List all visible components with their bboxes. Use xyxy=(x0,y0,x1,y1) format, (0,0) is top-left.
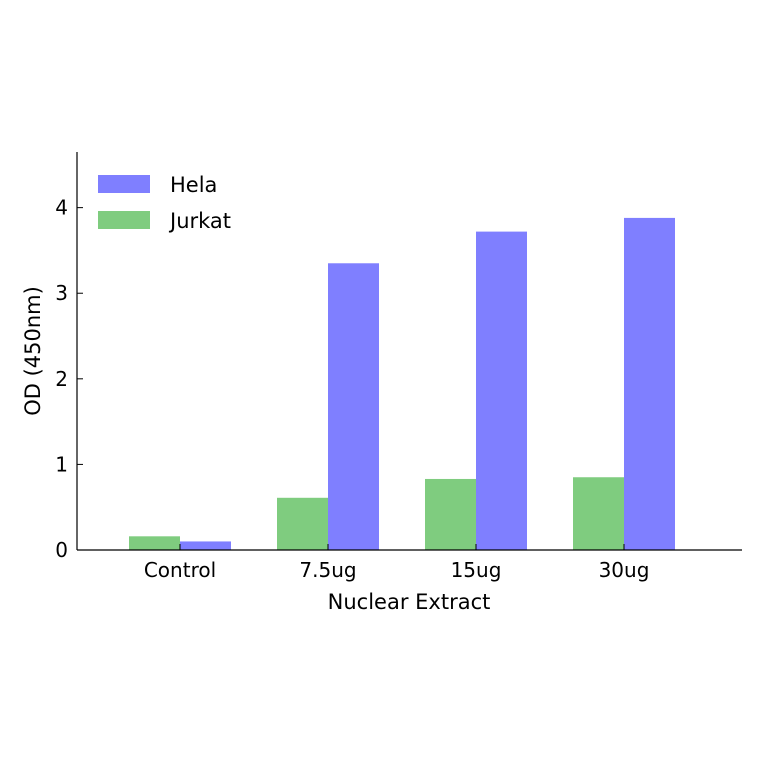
y-tick-label: 4 xyxy=(55,196,68,220)
y-tick-label: 2 xyxy=(55,367,68,391)
legend-label-hela: Hela xyxy=(170,173,217,197)
legend-swatch-hela xyxy=(98,175,150,193)
legend-label-jurkat: Jurkat xyxy=(168,209,231,233)
bar-jurkat-15ug xyxy=(425,478,476,550)
bar-jurkat-7-5ug xyxy=(277,497,328,550)
y-tick-label: 3 xyxy=(55,281,68,305)
bar-hela-30ug xyxy=(624,217,675,550)
x-tick-label: 15ug xyxy=(451,558,502,582)
y-tick-label: 0 xyxy=(55,538,68,562)
x-axis-label: Nuclear Extract xyxy=(328,590,491,614)
axes-layer xyxy=(76,152,742,551)
bars-layer xyxy=(129,217,675,550)
legend-swatch-jurkat xyxy=(98,211,150,229)
y-ticks: 0 1 2 3 4 xyxy=(55,196,83,562)
y-tick-label: 1 xyxy=(55,452,68,476)
x-tick-label: 30ug xyxy=(599,558,650,582)
bar-hela-control xyxy=(180,541,231,550)
x-tick-label: Control xyxy=(144,558,216,582)
legend: Hela Jurkat xyxy=(98,173,231,233)
bar-jurkat-control xyxy=(129,536,180,550)
bar-hela-15ug xyxy=(476,231,527,550)
bar-jurkat-30ug xyxy=(573,477,624,550)
y-axis-label: OD (450nm) xyxy=(21,286,45,416)
x-tick-label: 7.5ug xyxy=(299,558,356,582)
bar-hela-7-5ug xyxy=(328,263,379,550)
x-ticks: Control 7.5ug 15ug 30ug xyxy=(144,544,650,582)
